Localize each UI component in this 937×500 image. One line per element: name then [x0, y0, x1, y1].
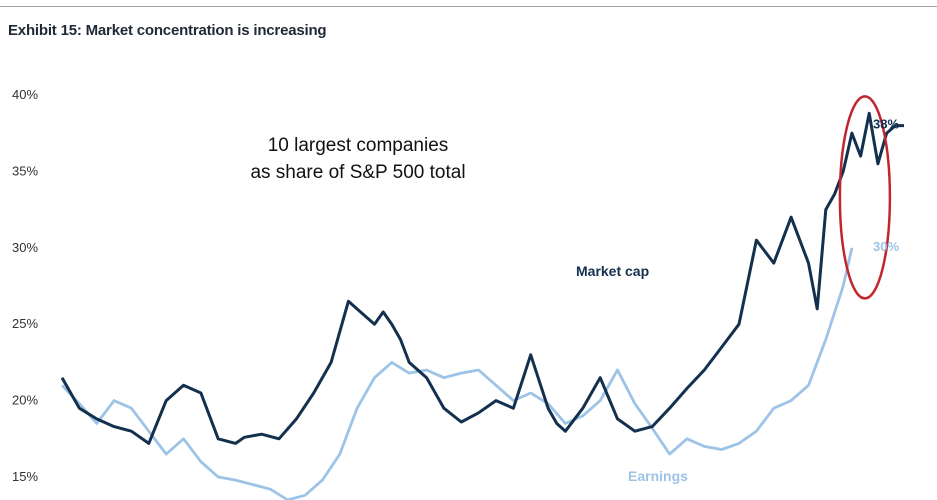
annotation-layer	[838, 95, 892, 300]
series-label-earnings: Earnings	[628, 468, 688, 484]
y-tick-label: 15%	[12, 469, 38, 484]
series-label-market-cap: Market cap	[576, 263, 649, 279]
y-tick-label: 30%	[12, 240, 38, 255]
highlight-ellipse	[838, 95, 892, 300]
y-axis-ticks: 15% 20% 25% 30% 35% 40%	[12, 87, 38, 484]
series-line-earnings	[60, 247, 854, 500]
chart-title-line-2: as share of S&P 500 total	[250, 162, 465, 183]
chart-title-line-1: 10 largest companies	[268, 135, 449, 156]
y-tick-label: 40%	[12, 87, 38, 102]
exhibit-title: Exhibit 15: Market concentration is incr…	[8, 22, 327, 39]
end-label-earnings: 30%	[873, 239, 899, 254]
end-label-market-cap: 38%	[873, 117, 899, 132]
y-tick-label: 20%	[12, 393, 38, 408]
series-layer	[60, 111, 904, 500]
top-divider	[0, 6, 937, 7]
series-line-market-cap	[60, 111, 904, 445]
y-tick-label: 25%	[12, 316, 38, 331]
y-tick-label: 35%	[12, 163, 38, 178]
